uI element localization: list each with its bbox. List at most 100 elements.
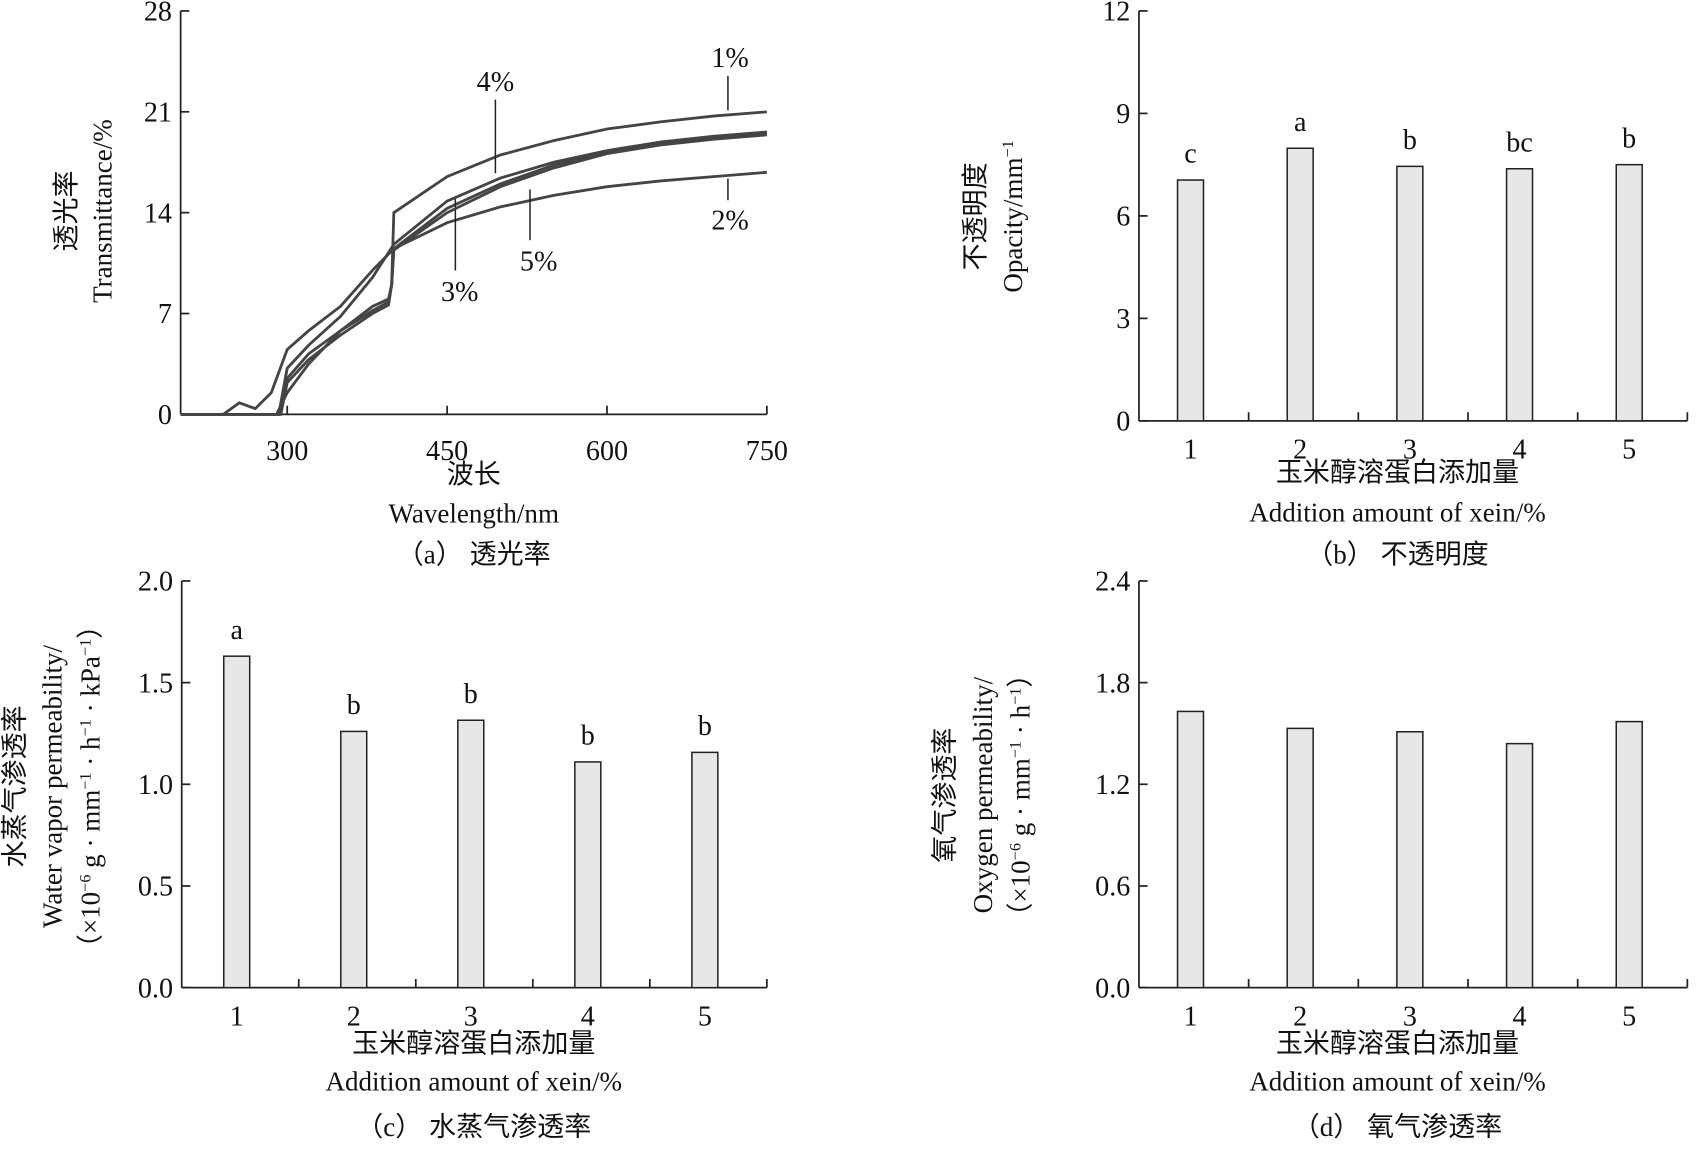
label-segment: （×10 (76, 892, 106, 961)
y-axis-label: （×10−6 g · mm−1 · h−1） (1006, 661, 1036, 930)
series-line-3% (180, 131, 767, 416)
significance-letter: b (464, 679, 478, 710)
y-tick-label: 1.5 (138, 668, 173, 699)
label-segment: 不透明度 (960, 162, 990, 270)
label-segment: Oxygen permeability/ (968, 676, 998, 913)
series-label: 3% (441, 277, 478, 308)
x-tick-label: 4 (1513, 1002, 1527, 1033)
bar (1615, 163, 1643, 422)
panel-caption: （c） 水蒸气渗透率 (356, 1112, 591, 1142)
panel-caption: （a） 透光率 (397, 540, 551, 570)
significance-letter: c (1184, 139, 1196, 170)
x-axis-label: 玉米醇溶蛋白添加量 (1276, 457, 1519, 487)
y-tick-label: 1.8 (1095, 668, 1130, 699)
bar (1505, 742, 1534, 989)
label-segment: · h (1006, 704, 1036, 741)
y-tick-label: 6 (1116, 202, 1130, 233)
bar (691, 751, 719, 989)
y-tick-label: 0.6 (1095, 872, 1130, 903)
x-tick-label: 750 (746, 436, 788, 467)
x-axis-label: 波长 (447, 460, 501, 490)
superscript: −1 (1007, 688, 1025, 705)
bar (1396, 165, 1424, 422)
y-tick-label: 0.0 (138, 973, 173, 1004)
x-tick-label: 3 (1403, 1002, 1417, 1033)
superscript: −6 (77, 875, 95, 892)
superscript: −6 (1007, 843, 1025, 860)
bar (1615, 720, 1643, 989)
y-tick-label: 2.4 (1095, 567, 1130, 598)
label-segment: g · mm (1006, 758, 1036, 843)
label-segment: 氧气渗透率 (930, 728, 960, 863)
y-axis-label: （×10−6 g · mm−1 · h−1 · kPa−1） (76, 612, 106, 961)
series-label: 2% (711, 205, 748, 236)
x-axis-label: 玉米醇溶蛋白添加量 (1276, 1029, 1519, 1059)
bar (574, 761, 602, 989)
label-segment: ） (1006, 661, 1036, 688)
x-axis-label-en: Addition amount of xein/% (1249, 497, 1546, 527)
x-axis-label-en: Addition amount of xein/% (1249, 1066, 1546, 1096)
y-tick-label: 0.5 (138, 872, 173, 903)
y-tick-label: 21 (144, 98, 172, 129)
series-line-4% (180, 130, 767, 416)
label-segment: （×10 (1006, 860, 1036, 929)
significance-letter: b (1622, 123, 1636, 154)
x-tick-label: 1 (1183, 1002, 1197, 1033)
label-segment: Water vapor permeability/ (38, 644, 68, 928)
chart-2: 0.0 0.5 1.0 1.5 2.0 1 a 2 b 3 b 4 b 5 b 玉米醇溶蛋白添加量 Additi… (138, 567, 768, 1142)
chart-0: 0 7 14 21 28 300 450 600 750 1% 2% 3% 4% 5% 波长 Waveleng… (144, 0, 788, 570)
y-tick-label: 0 (1116, 407, 1130, 438)
label-segment: Opacity/mm (998, 158, 1028, 293)
panel-caption: （d） 氧气渗透率 (1293, 1112, 1503, 1142)
bar (222, 655, 251, 989)
bar (1286, 727, 1314, 989)
y-tick-label: 0 (158, 400, 172, 431)
significance-letter: b (347, 690, 361, 721)
x-tick-label: 2 (1293, 435, 1307, 466)
significance-letter: a (230, 615, 243, 646)
y-axis-label: 透光率 (52, 170, 82, 251)
y-axis-label: 不透明度 (960, 162, 990, 270)
superscript: −1 (1007, 741, 1025, 758)
x-axis-label-en: Wavelength/nm (389, 499, 559, 529)
y-axis-label: Oxygen permeability/ (968, 676, 998, 913)
y-tick-label: 7 (158, 299, 172, 330)
series-label: 5% (520, 247, 557, 278)
x-tick-label: 2 (1293, 1002, 1307, 1033)
significance-letter: a (1294, 107, 1307, 138)
label-segment: 透光率 (52, 170, 82, 251)
x-tick-label: 2 (347, 1002, 361, 1033)
y-tick-label: 12 (1102, 0, 1130, 28)
series-label: 4% (477, 67, 514, 98)
y-axis-label: 氧气渗透率 (930, 728, 960, 863)
y-tick-label: 2.0 (138, 567, 173, 598)
significance-letter: b (1403, 125, 1417, 156)
y-axis-label: Opacity/mm−1 (998, 140, 1028, 292)
y-tick-label: 14 (144, 198, 172, 229)
significance-letter: b (581, 721, 595, 752)
label-segment: · kPa (76, 656, 106, 719)
series-line-5% (180, 133, 767, 416)
x-tick-label: 3 (464, 1002, 478, 1033)
superscript: −1 (77, 639, 95, 656)
label-segment: Transmittance/% (87, 119, 117, 303)
superscript: −1 (999, 140, 1017, 157)
label-segment: 水蒸气渗透率 (0, 705, 30, 867)
y-tick-label: 28 (144, 0, 172, 28)
x-tick-label: 5 (1622, 1002, 1636, 1033)
x-tick-label: 3 (1403, 435, 1417, 466)
bar (1286, 147, 1314, 422)
y-tick-label: 1.2 (1095, 770, 1130, 801)
x-axis-label: 玉米醇溶蛋白添加量 (352, 1029, 595, 1059)
x-tick-label: 4 (581, 1002, 595, 1033)
series-line-2% (180, 170, 767, 416)
x-tick-label: 5 (1622, 435, 1636, 466)
x-tick-label: 5 (698, 1002, 712, 1033)
y-tick-label: 0.0 (1095, 973, 1130, 1004)
bar (1176, 179, 1205, 422)
y-tick-label: 1.0 (138, 770, 173, 801)
x-tick-label: 4 (1513, 435, 1527, 466)
bar (1396, 731, 1424, 989)
y-tick-label: 9 (1116, 99, 1130, 130)
